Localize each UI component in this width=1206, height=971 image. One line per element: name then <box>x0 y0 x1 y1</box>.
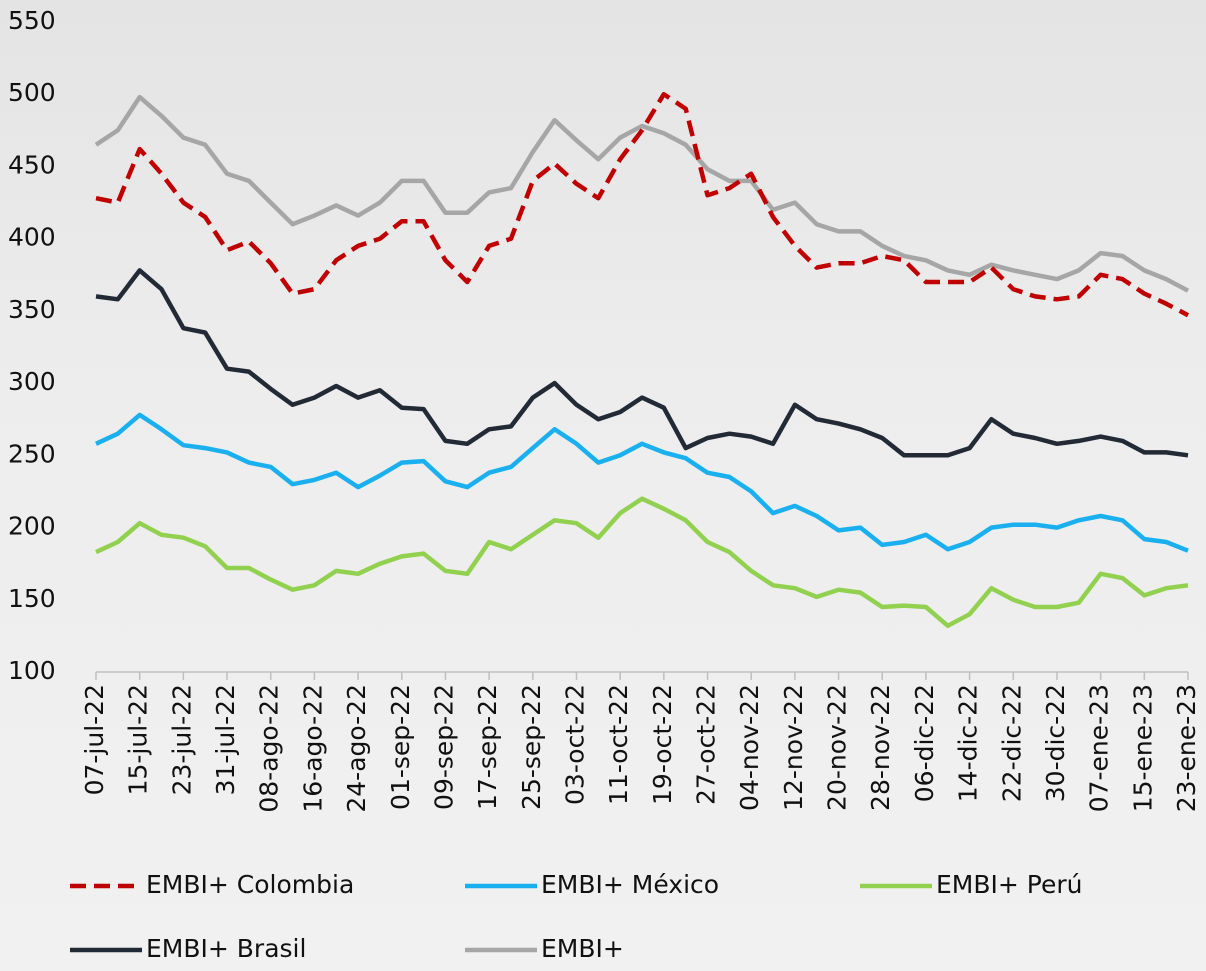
y-tick-label: 450 <box>8 150 56 179</box>
x-tick-label: 28-nov-22 <box>866 684 895 811</box>
y-tick-label: 500 <box>8 78 56 107</box>
x-tick-label: 15-ene-23 <box>1128 684 1157 812</box>
series-line <box>96 499 1188 626</box>
y-tick-label: 150 <box>8 584 56 613</box>
x-tick-label: 12-nov-22 <box>779 684 808 811</box>
x-tick-label: 04-nov-22 <box>735 684 764 811</box>
x-tick-label: 16-ago-22 <box>298 684 327 813</box>
y-tick-label: 100 <box>8 656 56 685</box>
x-tick-label: 14-dic-22 <box>954 684 983 802</box>
legend-label: EMBI+ <box>541 934 624 963</box>
legend-label: EMBI+ Brasil <box>146 934 306 963</box>
y-tick-label: 250 <box>8 439 56 468</box>
x-tick-label: 03-oct-22 <box>560 684 589 805</box>
x-tick-label: 24-ago-22 <box>342 684 371 813</box>
x-tick-label: 08-ago-22 <box>255 684 284 813</box>
x-tick-label: 07-ene-23 <box>1085 684 1114 812</box>
x-tick-label: 25-sep-22 <box>517 684 546 810</box>
x-tick-label: 20-nov-22 <box>823 684 852 811</box>
y-tick-label: 400 <box>8 223 56 252</box>
x-tick-label: 22-dic-22 <box>997 684 1026 802</box>
series-line <box>96 97 1188 291</box>
legend-label: EMBI+ Perú <box>936 870 1082 899</box>
legend-label: EMBI+ México <box>541 870 719 899</box>
x-tick-label: 07-jul-22 <box>80 684 109 795</box>
legend-label: EMBI+ Colombia <box>146 870 354 899</box>
y-tick-label: 300 <box>8 367 56 396</box>
chart: 100 150 200 250 300 350 400 450 500 550 07-jul-22 1… <box>0 0 1206 971</box>
x-tick-label: 17-sep-22 <box>473 684 502 810</box>
x-tick-label: 06-dic-22 <box>910 684 939 802</box>
x-tick-label: 09-sep-22 <box>429 684 458 810</box>
series-line <box>96 270 1188 455</box>
x-tick-label: 11-oct-22 <box>604 684 633 805</box>
x-tick-label: 15-jul-22 <box>124 684 153 795</box>
x-tick-label: 27-oct-22 <box>692 684 721 805</box>
x-tick-label: 23-ene-23 <box>1172 684 1201 812</box>
x-tick-label: 31-jul-22 <box>211 684 240 795</box>
y-tick-label: 350 <box>8 295 56 324</box>
y-tick-label: 550 <box>8 6 56 35</box>
x-tick-label: 23-jul-22 <box>167 684 196 795</box>
y-tick-label: 200 <box>8 512 56 541</box>
x-tick-label: 30-dic-22 <box>1041 684 1070 802</box>
x-tick-label: 01-sep-22 <box>386 684 415 810</box>
x-tick-label: 19-oct-22 <box>648 684 677 805</box>
